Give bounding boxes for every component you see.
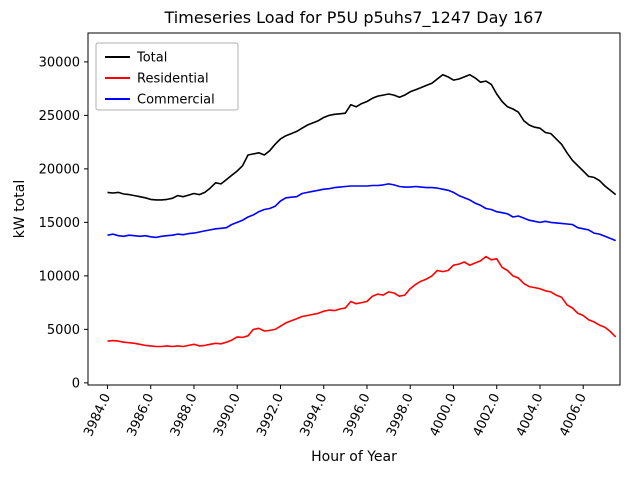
- legend-label-commercial: Commercial: [137, 93, 215, 108]
- y-tick-label: 15000: [39, 216, 80, 231]
- y-tick-label: 5000: [47, 323, 80, 338]
- x-axis-label: Hour of Year: [311, 449, 397, 465]
- y-axis-label: kW total: [12, 180, 28, 238]
- series-line-residential: [107, 255, 617, 348]
- series-line-total: [107, 73, 617, 201]
- legend-box: [95, 42, 239, 111]
- series-lines: [107, 73, 617, 348]
- y-tick-label: 20000: [39, 162, 80, 177]
- legend-label-total: Total: [136, 51, 167, 66]
- y-axis-ticks: 0 5000 10000 15000 20000 25000 30000: [39, 55, 88, 391]
- legend: Total Residential Commercial: [95, 42, 239, 111]
- chart-title: Timeseries Load for P5U p5uhs7_1247 Day …: [164, 8, 544, 28]
- y-tick-label: 25000: [39, 109, 80, 124]
- y-tick-label: 10000: [39, 269, 80, 284]
- series-line-commercial: [107, 183, 617, 242]
- y-tick-label: 0: [72, 376, 80, 391]
- y-tick-label: 30000: [39, 55, 80, 70]
- legend-label-residential: Residential: [137, 72, 209, 87]
